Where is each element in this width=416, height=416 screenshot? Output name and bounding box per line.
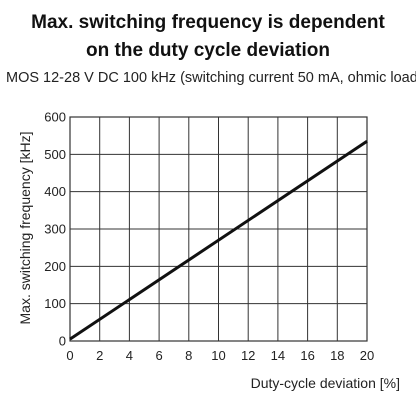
- chart-subtitle: MOS 12-28 V DC 100 kHz (switching curren…: [6, 70, 416, 86]
- chart-title-line-1: Max. switching frequency is dependent: [31, 12, 385, 33]
- y-tick-label: 300: [44, 222, 66, 237]
- x-tick-label: 2: [96, 348, 103, 363]
- y-tick-label: 0: [59, 334, 66, 349]
- series-line: [69, 140, 368, 341]
- x-tick-label: 16: [300, 348, 314, 363]
- x-tick-label: 20: [360, 348, 374, 363]
- x-tick-label: 0: [66, 348, 73, 363]
- y-tick-label: 400: [44, 184, 66, 199]
- y-tick-label: 500: [44, 147, 66, 162]
- x-tick-label: 12: [241, 348, 255, 363]
- y-tick-label: 600: [44, 110, 66, 125]
- x-tick-label: 6: [155, 348, 162, 363]
- chart-title-line-2: on the duty cycle deviation: [86, 40, 330, 61]
- x-tick-label: 4: [126, 348, 133, 363]
- plot-frame: [69, 116, 368, 342]
- y-tick-label: 100: [44, 296, 66, 311]
- x-axis-label: Duty-cycle deviation [%]: [250, 375, 400, 391]
- x-tick-label: 10: [211, 348, 225, 363]
- y-tick-label: 200: [44, 259, 66, 274]
- x-tick-label: 18: [330, 348, 344, 363]
- x-tick-label: 8: [185, 348, 192, 363]
- x-tick-label: 14: [271, 348, 285, 363]
